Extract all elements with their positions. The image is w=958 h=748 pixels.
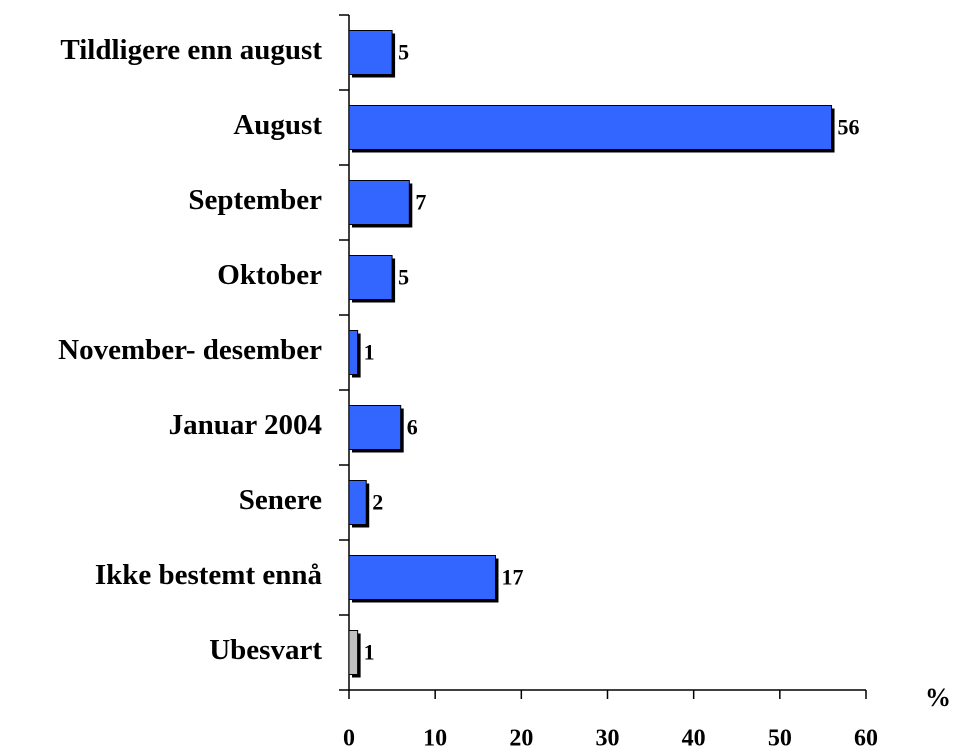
y-tick-label: September <box>188 184 322 216</box>
x-tick-label: 60 <box>854 726 878 748</box>
value-label: 7 <box>415 190 426 215</box>
value-label: 5 <box>398 40 409 65</box>
value-label: 5 <box>398 265 409 290</box>
x-tick-label: 30 <box>596 726 620 748</box>
x-tick-label: 20 <box>509 726 533 748</box>
bar <box>348 30 393 75</box>
value-label: 1 <box>364 340 375 365</box>
x-tick-label: 0 <box>343 726 355 748</box>
y-tick-label: Senere <box>239 484 322 516</box>
bar <box>348 180 410 225</box>
bar <box>348 630 359 675</box>
bar <box>348 105 833 150</box>
x-tick-label: 50 <box>768 726 792 748</box>
y-tick-label: Ubesvart <box>209 634 322 666</box>
x-tick-label: 40 <box>682 726 706 748</box>
value-label: 2 <box>372 490 383 515</box>
x-tick-label: 10 <box>423 726 447 748</box>
bar <box>348 555 496 600</box>
value-label: 56 <box>838 115 860 140</box>
value-label: 1 <box>364 640 375 665</box>
y-tick-label: Januar 2004 <box>169 409 322 441</box>
bar <box>348 405 402 450</box>
bar <box>348 480 367 525</box>
y-tick-label: Ikke bestemt ennå <box>95 559 323 591</box>
x-axis-label: % <box>925 683 951 712</box>
bar <box>348 330 359 375</box>
value-label: 6 <box>407 415 418 440</box>
y-tick-label: November- desember <box>58 334 322 366</box>
value-label: 17 <box>501 565 523 590</box>
y-tick-label: Tildligere enn august <box>60 34 322 66</box>
y-tick-label: Oktober <box>217 259 322 291</box>
bar <box>348 255 393 300</box>
y-tick-label: August <box>233 109 322 141</box>
